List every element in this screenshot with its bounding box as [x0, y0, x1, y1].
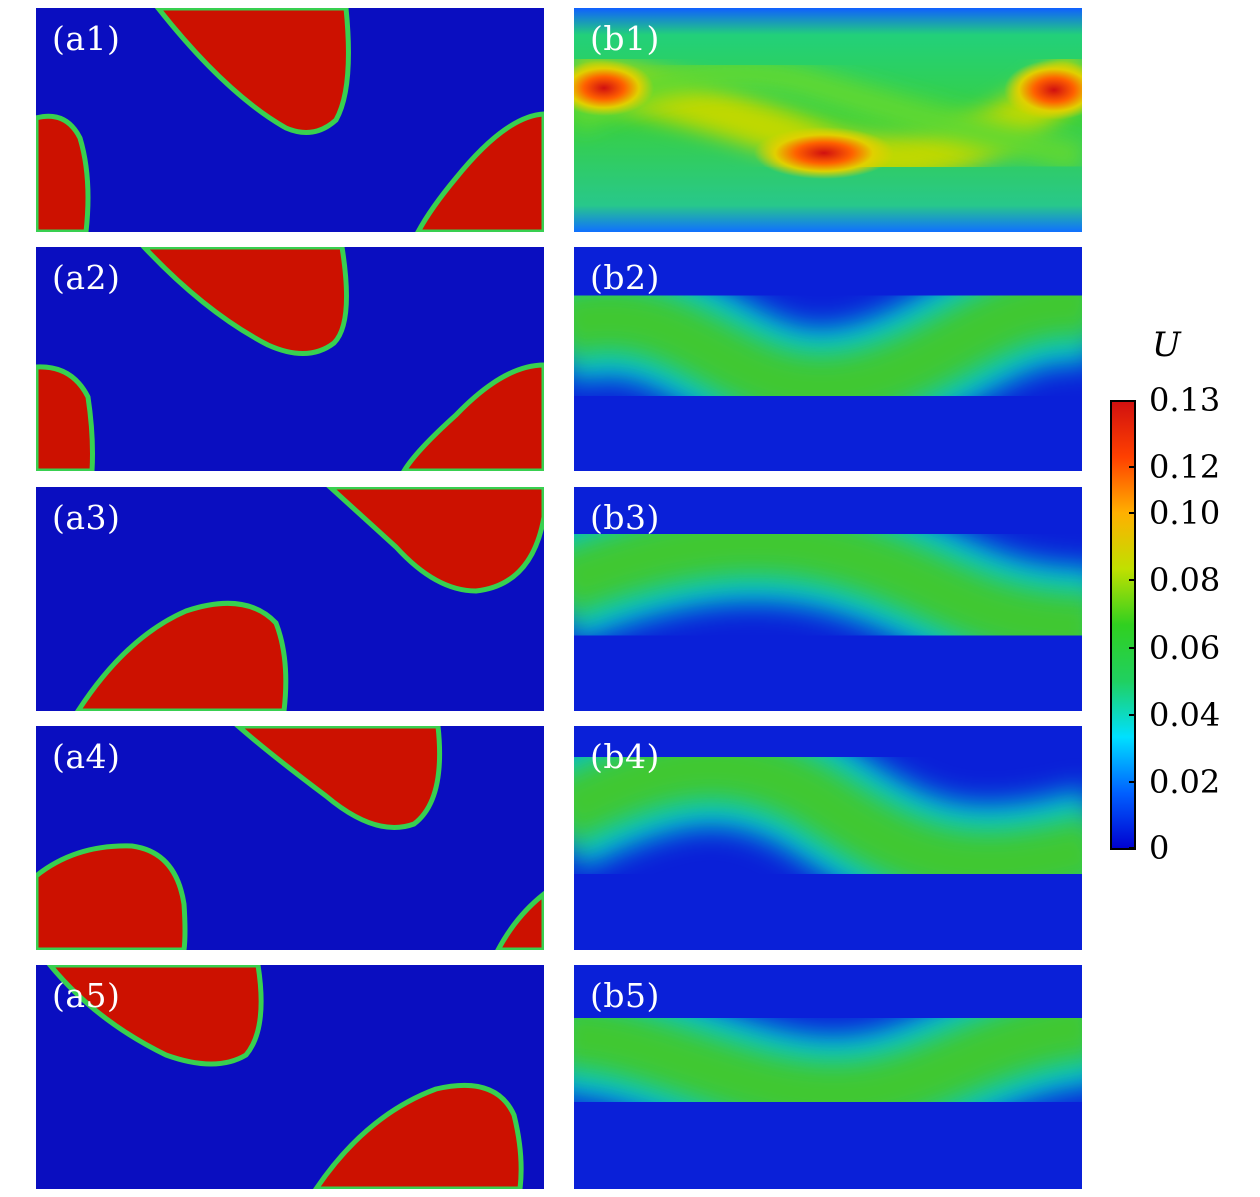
panel-b1: (b1) — [574, 8, 1082, 232]
colorbar-tick-label: 0.12 — [1149, 448, 1221, 486]
panel-a4: (a4) — [36, 726, 544, 950]
panel-label-b3: (b3) — [590, 498, 660, 537]
panel-b4: (b4) — [574, 726, 1082, 950]
colorbar-tick-label: 0 — [1149, 829, 1170, 867]
panel-label-b1: (b1) — [590, 19, 660, 58]
panel-b3: (b3) — [574, 487, 1082, 711]
colorbar-tick-label: 0.13 — [1149, 381, 1221, 419]
panel-label-b5: (b5) — [590, 976, 660, 1015]
panel-a5: (a5) — [36, 965, 544, 1189]
panel-label-a3: (a3) — [52, 498, 121, 537]
panel-a2: (a2) — [36, 247, 544, 471]
colorbar — [1110, 400, 1136, 850]
colorbar-tick-label: 0.10 — [1149, 494, 1221, 532]
panel-label-b2: (b2) — [590, 258, 660, 297]
panel-label-a5: (a5) — [52, 976, 121, 1015]
panel-a3: (a3) — [36, 487, 544, 711]
colorbar-tick-label: 0.08 — [1149, 561, 1221, 599]
panel-b5: (b5) — [574, 965, 1082, 1189]
panel-label-b4: (b4) — [590, 737, 660, 776]
panel-label-a1: (a1) — [52, 19, 121, 58]
colorbar-tick-label: 0.04 — [1149, 696, 1221, 734]
panel-label-a4: (a4) — [52, 737, 121, 776]
colorbar-tick-label: 0.02 — [1149, 763, 1221, 801]
colorbar-title: U — [1152, 325, 1181, 365]
colorbar-tick-label: 0.06 — [1149, 629, 1221, 667]
panel-label-a2: (a2) — [52, 258, 121, 297]
panel-a1: (a1) — [36, 8, 544, 232]
panel-b2: (b2) — [574, 247, 1082, 471]
